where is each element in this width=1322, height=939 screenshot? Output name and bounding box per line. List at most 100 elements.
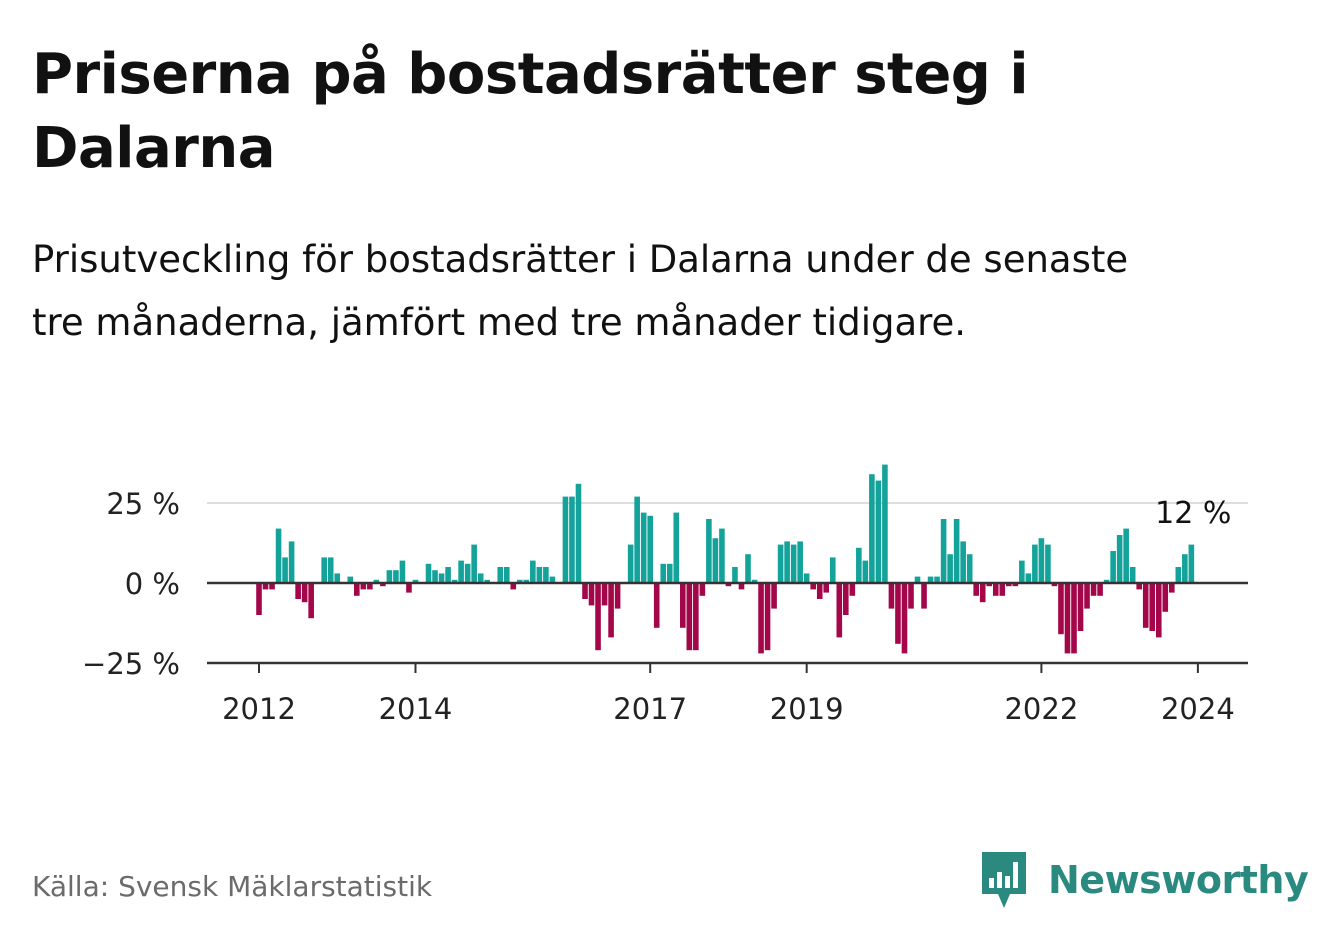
bar [1077,583,1084,631]
bar [999,583,1006,596]
bar [1058,583,1064,635]
bar [693,583,699,651]
bar [438,573,445,583]
x-tick-label: 2024 [1161,692,1235,726]
bar [464,563,471,583]
bars [256,464,1195,654]
bar [1012,583,1019,587]
bar [517,579,523,583]
bar [503,567,510,583]
bar [732,567,738,583]
bar [608,583,614,638]
bar [432,570,438,583]
bar [308,583,314,619]
bar [1045,544,1051,583]
bar [1129,567,1136,583]
x-axis-labels: 2012 2014 2017 2019 2022 2024 [222,692,1235,726]
bar [1064,583,1071,654]
bar [829,557,836,583]
bar [1116,535,1123,583]
bar [282,557,288,583]
bar [660,563,667,583]
bar [269,583,275,590]
bar [588,583,595,606]
bar [445,567,451,583]
bar [914,576,921,583]
bar [712,538,719,583]
bar [934,576,940,583]
bar [901,583,908,654]
bar [1051,583,1058,587]
bar [836,583,843,638]
bar [347,576,354,583]
bar [908,583,914,609]
bar [927,576,934,583]
bar [458,560,464,583]
bar [471,544,477,583]
bar [875,480,882,583]
bar [973,583,979,596]
bar [1142,583,1149,628]
bar [536,567,543,583]
bar [719,528,725,583]
x-tick-label: 2022 [1004,692,1078,726]
bar [549,576,556,583]
bar [288,541,295,583]
bar [301,583,308,603]
bar [966,554,973,583]
bar [380,583,386,587]
bar [1175,567,1182,583]
bar [960,541,966,583]
bar [869,474,875,583]
bar [1155,583,1162,638]
bar [262,583,269,590]
bar [953,519,960,583]
bar [1182,554,1188,583]
bar [653,583,660,628]
bar [477,573,484,583]
bar [979,583,986,603]
bar [1162,583,1169,612]
bar [575,483,582,583]
source-text: Källa: Svensk Mäklarstatistik [32,870,433,903]
y-axis-labels: 25 % 0 % −25 % [82,487,180,681]
bar [882,464,888,583]
bar [686,583,693,651]
bar [497,567,504,583]
bar [725,583,732,587]
chart-subtitle: Prisutveckling för bostadsrätter i Dalar… [32,238,1129,344]
bar [523,579,530,583]
bar [1071,583,1077,654]
bar [751,579,758,583]
bar [986,583,993,587]
bar [680,583,686,628]
newsworthy-logo-icon [982,852,1026,908]
bar [843,583,849,615]
bar [1169,583,1175,593]
bar [412,579,419,583]
bar [295,583,301,599]
bar [784,541,790,583]
x-tick-label: 2014 [379,692,453,726]
bar [895,583,901,644]
bar [393,570,399,583]
bar [595,583,601,651]
y-tick-label: −25 % [82,647,180,681]
bar [810,583,816,590]
bar [367,583,373,590]
x-tick-label: 2012 [222,692,296,726]
bar [771,583,777,609]
bar [1123,528,1129,583]
x-tick-label: 2017 [613,692,687,726]
bar [1097,583,1103,596]
x-tick-label: 2019 [770,692,844,726]
y-tick-label: 0 % [125,567,180,601]
bar [856,547,862,583]
bar [921,583,927,609]
bar [634,496,640,583]
bar [1038,538,1045,583]
bar [425,563,432,583]
brand-name: Newsworthy [1048,858,1309,902]
bar [797,541,803,583]
bar [673,512,680,583]
